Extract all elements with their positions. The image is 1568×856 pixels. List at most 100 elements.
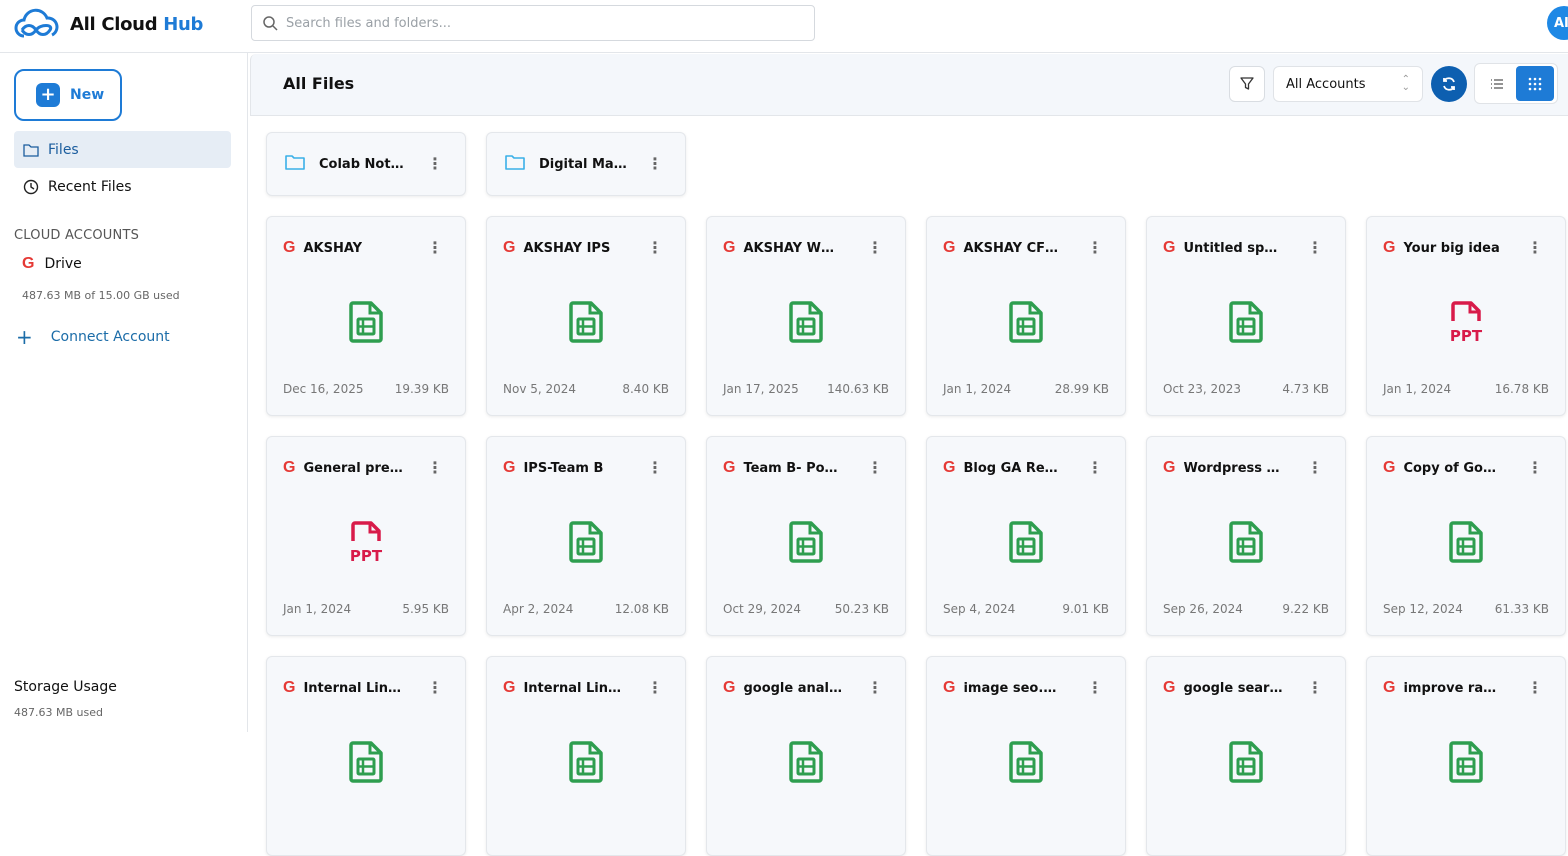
- file-card[interactable]: G AKSHAY CF7 Data ⋮ Jan 1, 2024 28.99 KB: [926, 216, 1126, 416]
- google-icon: G: [283, 239, 296, 256]
- spreadsheet-file-icon: [569, 741, 603, 787]
- storage-usage-title: Storage Usage: [14, 679, 117, 695]
- file-size: 61.33 KB: [1494, 602, 1549, 616]
- logo[interactable]: All Cloud Hub: [14, 8, 203, 40]
- refresh-button[interactable]: [1431, 66, 1467, 102]
- folder-card[interactable]: Digital Marketing ⋮: [486, 132, 686, 196]
- file-name: Internal Linking: [303, 680, 403, 696]
- toolbar: All Files All Accounts ⌃ ⌄: [250, 54, 1568, 116]
- google-icon: G: [1163, 239, 1176, 256]
- file-card[interactable]: G Blog GA Report ⋮ Sep 4, 2024 9.01 KB: [926, 436, 1126, 636]
- connect-label: Connect Account: [50, 329, 170, 345]
- drive-account[interactable]: G Drive: [22, 255, 82, 273]
- file-date: Oct 23, 2023: [1163, 382, 1241, 396]
- connect-account-button[interactable]: + Connect Account: [16, 325, 170, 349]
- avatar[interactable]: AI: [1547, 6, 1568, 40]
- file-card[interactable]: G Copy of Google ⋮ Sep 12, 2024 61.33 KB: [1366, 436, 1566, 636]
- more-options-icon[interactable]: ⋮: [1307, 458, 1323, 477]
- file-card[interactable]: G IPS-Team B ⋮ Apr 2, 2024 12.08 KB: [486, 436, 686, 636]
- search-icon: [263, 16, 278, 31]
- spreadsheet-file-icon: [569, 521, 603, 567]
- more-options-icon[interactable]: ⋮: [1307, 678, 1323, 697]
- more-options-icon[interactable]: ⋮: [867, 458, 883, 477]
- google-icon: G: [503, 679, 516, 696]
- ppt-file-icon: PPT: [1447, 301, 1485, 349]
- drive-label: Drive: [44, 256, 82, 272]
- more-options-icon[interactable]: ⋮: [1527, 238, 1543, 257]
- more-options-icon[interactable]: ⋮: [1527, 458, 1543, 477]
- search-input[interactable]: [286, 15, 786, 31]
- file-date: Apr 2, 2024: [503, 602, 574, 616]
- sidebar-item-recent-files[interactable]: Recent Files: [14, 168, 231, 205]
- more-options-icon[interactable]: ⋮: [1087, 678, 1103, 697]
- spreadsheet-file-icon: [789, 741, 823, 787]
- more-options-icon[interactable]: ⋮: [1087, 238, 1103, 257]
- spreadsheet-file-icon: [349, 301, 383, 347]
- plus-icon: +: [16, 325, 33, 349]
- file-size: 16.78 KB: [1494, 382, 1549, 396]
- more-options-icon[interactable]: ⋮: [1087, 458, 1103, 477]
- grid-view-button[interactable]: [1516, 66, 1554, 101]
- page-title: All Files: [283, 74, 355, 93]
- file-size: 5.95 KB: [402, 602, 449, 616]
- more-options-icon[interactable]: ⋮: [647, 678, 663, 697]
- spreadsheet-file-icon: [1009, 301, 1043, 347]
- more-options-icon[interactable]: ⋮: [647, 154, 663, 173]
- file-card[interactable]: G AKSHAY WPeople ⋮ Jan 17, 2025 140.63 KB: [706, 216, 906, 416]
- file-card[interactable]: G Internal Linking ⋮: [266, 656, 466, 856]
- file-name: Copy of Google: [1403, 460, 1504, 476]
- google-icon: G: [22, 255, 35, 272]
- file-card[interactable]: G Team B- Power ⋮ Oct 29, 2024 50.23 KB: [706, 436, 906, 636]
- more-options-icon[interactable]: ⋮: [1307, 238, 1323, 257]
- chevron-up-down-icon: ⌃ ⌄: [1401, 74, 1410, 93]
- plus-icon: +: [36, 83, 60, 107]
- folder-card[interactable]: Colab Notebooks ⋮: [266, 132, 466, 196]
- new-label: New: [70, 87, 105, 103]
- account-select[interactable]: All Accounts ⌃ ⌄: [1273, 66, 1423, 102]
- file-date: Nov 5, 2024: [503, 382, 577, 396]
- filter-button[interactable]: [1229, 66, 1265, 102]
- more-options-icon[interactable]: ⋮: [647, 238, 663, 257]
- file-card[interactable]: G General presentation ⋮ PPT Jan 1, 2024 5.95…: [266, 436, 466, 636]
- more-options-icon[interactable]: ⋮: [867, 238, 883, 257]
- more-options-icon[interactable]: ⋮: [427, 238, 443, 257]
- file-card[interactable]: G Untitled spreadsheet ⋮ Oct 23, 2023 4.73 K…: [1146, 216, 1346, 416]
- more-options-icon[interactable]: ⋮: [427, 458, 443, 477]
- more-options-icon[interactable]: ⋮: [427, 678, 443, 697]
- file-card[interactable]: G Your big idea ⋮ PPT Jan 1, 2024 16.78 KB: [1366, 216, 1566, 416]
- more-options-icon[interactable]: ⋮: [647, 458, 663, 477]
- google-icon: G: [723, 459, 736, 476]
- spreadsheet-file-icon: [1449, 741, 1483, 787]
- google-icon: G: [1163, 459, 1176, 476]
- file-size: 8.40 KB: [622, 382, 669, 396]
- file-name: AKSHAY: [303, 240, 363, 256]
- file-name: improve ranking: [1403, 680, 1503, 696]
- file-card[interactable]: G AKSHAY ⋮ Dec 16, 2025 19.39 KB: [266, 216, 466, 416]
- spreadsheet-file-icon: [1229, 741, 1263, 787]
- file-card[interactable]: G AKSHAY IPS ⋮ Nov 5, 2024 8.40 KB: [486, 216, 686, 416]
- more-options-icon[interactable]: ⋮: [867, 678, 883, 697]
- search-box: [251, 5, 815, 41]
- more-options-icon[interactable]: ⋮: [1527, 678, 1543, 697]
- file-name: Internal Linking: [523, 680, 623, 696]
- file-date: Oct 29, 2024: [723, 602, 801, 616]
- sidebar-item-files[interactable]: Files: [14, 131, 231, 168]
- file-name: Team B- Power: [743, 460, 844, 476]
- new-button[interactable]: + New: [14, 69, 122, 121]
- more-options-icon[interactable]: ⋮: [427, 154, 443, 173]
- sidebar-item-label: Files: [48, 141, 79, 158]
- file-card[interactable]: G Internal Linking ⋮: [486, 656, 686, 856]
- file-name: IPS-Team B: [523, 460, 604, 476]
- file-size: 19.39 KB: [394, 382, 449, 396]
- google-icon: G: [943, 459, 956, 476]
- file-date: Jan 1, 2024: [943, 382, 1012, 396]
- sidebar: + New Files Recent Files CLOUD ACCOUNTS G…: [0, 53, 248, 732]
- file-card[interactable]: G Wordpress Blog ⋮ Sep 26, 2024 9.22 KB: [1146, 436, 1346, 636]
- google-icon: G: [943, 679, 956, 696]
- spreadsheet-file-icon: [789, 301, 823, 347]
- list-view-button[interactable]: [1478, 66, 1516, 101]
